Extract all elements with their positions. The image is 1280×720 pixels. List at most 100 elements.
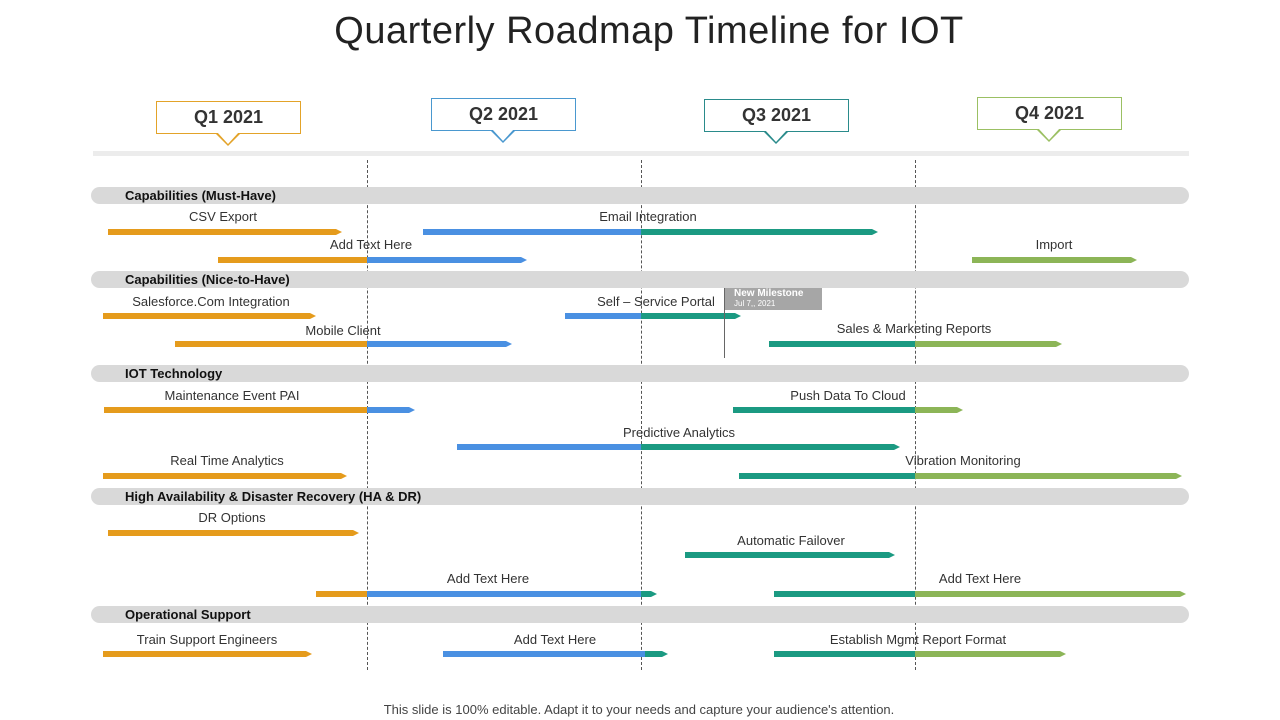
milestone-date: Jul 7,, 2021 — [734, 299, 776, 308]
arrow-head-icon — [306, 651, 312, 657]
chevron-down-icon-fill — [217, 132, 239, 144]
task-label: Add Text Here — [329, 237, 413, 252]
task-bar-segment — [218, 257, 367, 263]
task-bar-segment — [367, 341, 506, 347]
task-bar-segment — [104, 407, 367, 413]
task-label: Self – Service Portal — [597, 294, 715, 309]
task-bar-segment — [108, 229, 336, 235]
task-bar-segment — [103, 313, 310, 319]
quarter-divider — [641, 160, 642, 670]
arrow-head-icon — [341, 473, 347, 479]
task-label: Establish Mgmt Report Format — [829, 632, 1007, 647]
quarter-box: Q4 2021 — [977, 97, 1122, 130]
arrow-head-icon — [521, 257, 527, 263]
quarter-divider — [915, 160, 916, 670]
task-bar-segment — [915, 407, 957, 413]
arrow-head-icon — [409, 407, 415, 413]
arrow-head-icon — [353, 530, 359, 536]
task-bar-segment — [739, 473, 915, 479]
quarter-box: Q1 2021 — [156, 101, 301, 134]
category-label: Capabilities (Nice-to-Have) — [125, 272, 290, 287]
task-label: CSV Export — [189, 209, 257, 224]
task-label: Automatic Failover — [737, 533, 845, 548]
chevron-down-icon-fill — [492, 129, 514, 141]
category-band — [91, 271, 1189, 288]
chevron-down-icon-fill — [1038, 128, 1060, 140]
task-bar-segment — [915, 341, 1056, 347]
arrow-head-icon — [651, 591, 657, 597]
task-label: Maintenance Event PAI — [164, 388, 300, 403]
task-bar-segment — [367, 591, 641, 597]
task-bar-segment — [108, 530, 353, 536]
arrow-head-icon — [889, 552, 895, 558]
arrow-head-icon — [336, 229, 342, 235]
task-bar-segment — [641, 591, 651, 597]
task-label: Train Support Engineers — [136, 632, 278, 647]
page-title: Quarterly Roadmap Timeline for IOT — [334, 10, 964, 52]
task-bar-segment — [733, 407, 915, 413]
arrow-head-icon — [957, 407, 963, 413]
task-label: Predictive Analytics — [623, 425, 735, 440]
arrow-head-icon — [872, 229, 878, 235]
task-label: Push Data To Cloud — [790, 388, 906, 403]
category-label: IOT Technology — [125, 366, 223, 381]
category-label: Operational Support — [125, 607, 251, 622]
milestone-flag: New Milestone Jul 7,, 2021 — [725, 288, 822, 310]
task-bar-segment — [175, 341, 367, 347]
footer-note: This slide is 100% editable. Adapt it to… — [383, 702, 895, 717]
arrow-head-icon — [1176, 473, 1182, 479]
task-bar-segment — [774, 591, 915, 597]
arrow-head-icon — [1180, 591, 1186, 597]
arrow-head-icon — [894, 444, 900, 450]
task-bar-segment — [316, 591, 367, 597]
chevron-down-icon-fill — [765, 130, 787, 142]
task-bar-segment — [769, 341, 915, 347]
timeline-axis — [93, 151, 1189, 156]
task-bar-segment — [457, 444, 641, 450]
arrow-head-icon — [1131, 257, 1137, 263]
arrow-head-icon — [1060, 651, 1066, 657]
quarter-divider — [367, 160, 368, 670]
task-bar-segment — [367, 407, 409, 413]
task-bar-segment — [645, 651, 662, 657]
category-band — [91, 488, 1189, 505]
category-label: Capabilities (Must-Have) — [125, 188, 276, 203]
arrow-head-icon — [662, 651, 668, 657]
task-bar-segment — [367, 257, 521, 263]
task-label: Mobile Client — [305, 323, 381, 338]
task-bar-segment — [423, 229, 641, 235]
task-bar-segment — [915, 651, 1060, 657]
arrow-head-icon — [310, 313, 316, 319]
task-bar-segment — [915, 591, 1180, 597]
task-label: DR Options — [198, 510, 266, 525]
task-bar-segment — [565, 313, 641, 319]
task-bar-segment — [972, 257, 1131, 263]
task-label: Sales & Marketing Reports — [836, 321, 992, 336]
task-label: Import — [1035, 237, 1073, 252]
milestone-title: New Milestone — [734, 288, 804, 299]
category-band — [91, 187, 1189, 204]
quarter-box: Q3 2021 — [704, 99, 849, 132]
task-bar-segment — [103, 651, 306, 657]
task-label: Real Time Analytics — [170, 453, 284, 468]
task-label: Email Integration — [599, 209, 697, 224]
quarter-box: Q2 2021 — [431, 98, 576, 131]
arrow-head-icon — [735, 313, 741, 319]
task-bar-segment — [685, 552, 889, 558]
arrow-head-icon — [506, 341, 512, 347]
task-label: Vibration Monitoring — [905, 453, 1021, 468]
category-band — [91, 606, 1189, 623]
task-bar-segment — [443, 651, 645, 657]
task-bar-segment — [915, 473, 1176, 479]
task-label: Add Text Here — [446, 571, 530, 586]
milestone-line — [724, 288, 725, 358]
task-bar-segment — [774, 651, 915, 657]
task-label: Add Text Here — [938, 571, 1022, 586]
task-label: Salesforce.Com Integration — [132, 294, 290, 309]
arrow-head-icon — [1056, 341, 1062, 347]
task-bar-segment — [103, 473, 341, 479]
task-bar-segment — [641, 313, 735, 319]
task-label: Add Text Here — [513, 632, 597, 647]
category-label: High Availability & Disaster Recovery (H… — [125, 489, 422, 504]
task-bar-segment — [641, 229, 872, 235]
